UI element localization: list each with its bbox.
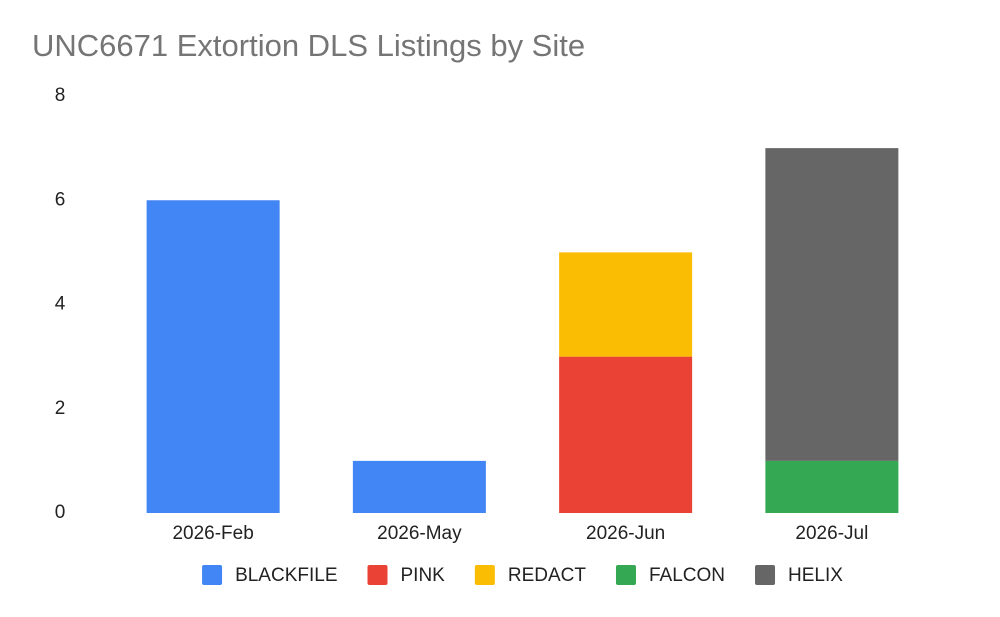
bar-segment [559, 356, 693, 513]
y-tick-label: 4 [55, 294, 66, 315]
x-tick-label: 2026-Jun [586, 523, 665, 544]
legend-swatch [202, 565, 223, 585]
chart-title: UNC6671 Extortion DLS Listings by Site [32, 28, 585, 63]
bar-segment [765, 148, 899, 461]
x-tick-label: 2026-Jul [795, 523, 868, 544]
legend-label: REDACT [508, 565, 587, 586]
legend-label: PINK [401, 565, 446, 586]
y-tick-label: 8 [55, 85, 66, 106]
legend-swatch [474, 565, 495, 585]
y-tick-label: 0 [55, 502, 66, 523]
bar-segment [352, 460, 486, 513]
legend-swatch [615, 565, 636, 585]
bar-segment [559, 252, 693, 357]
bar-segment [765, 460, 899, 513]
legend-swatch [755, 565, 776, 585]
legend-label: BLACKFILE [235, 565, 337, 586]
legend-label: FALCON [649, 565, 725, 586]
y-tick-label: 2 [55, 398, 66, 419]
x-tick-label: 2026-May [377, 523, 462, 544]
legend-label: HELIX [788, 565, 843, 586]
bar-segment [146, 200, 280, 513]
y-tick-label: 6 [55, 189, 66, 210]
legend-swatch [367, 565, 388, 585]
x-tick-label: 2026-Feb [172, 523, 253, 544]
